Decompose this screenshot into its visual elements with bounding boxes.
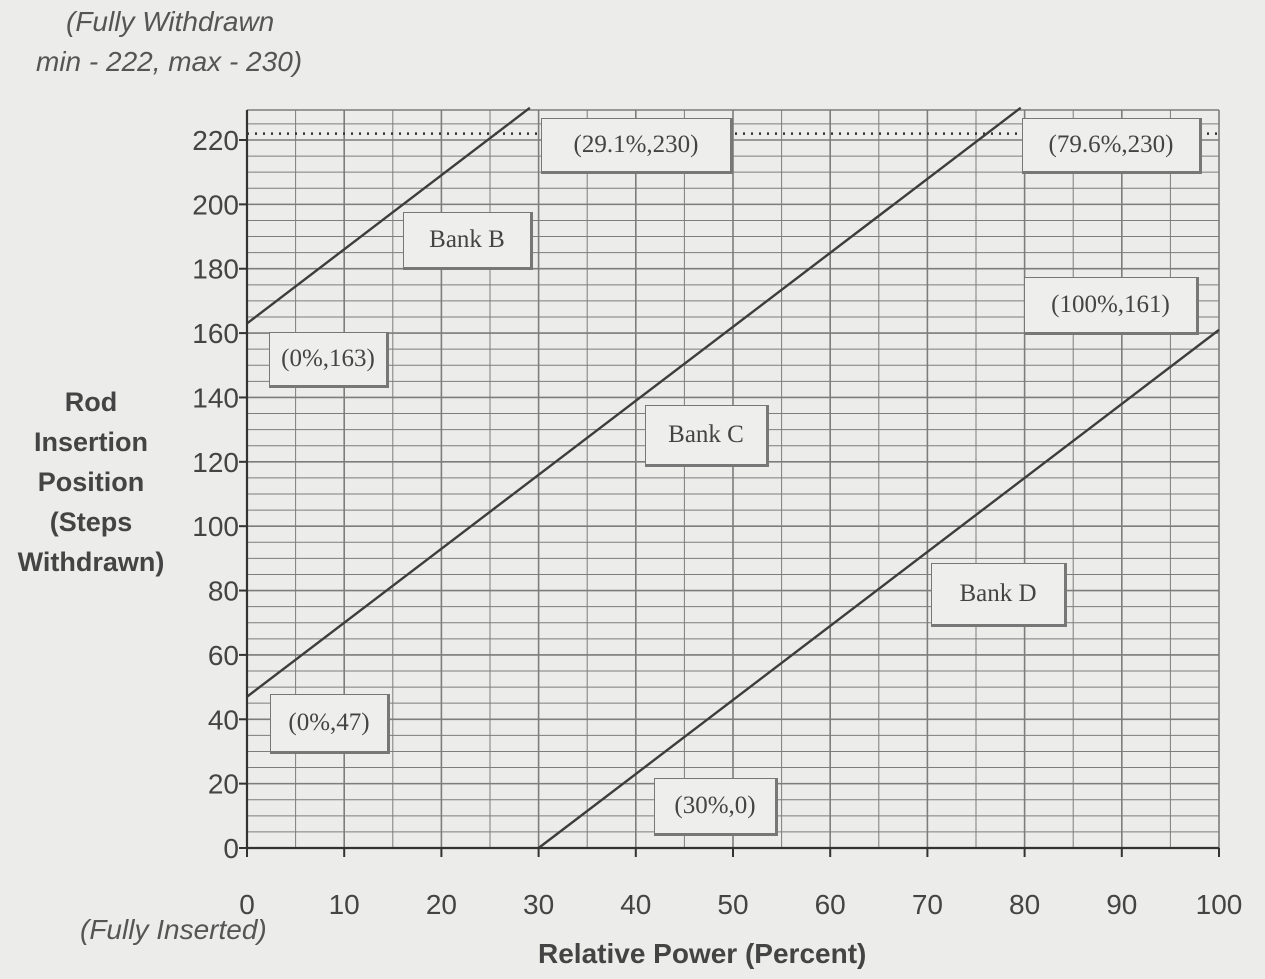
y-axis-label-line-3: Position (37, 467, 145, 497)
x-tick-label: 50 (717, 889, 748, 920)
note-fully-inserted: (Fully Inserted) (80, 914, 267, 945)
x-tick-label: 100 (1196, 889, 1243, 920)
x-tick-label: 60 (815, 889, 846, 920)
series-lines (246, 106, 1220, 849)
annotation-0-163: (0%,163) (269, 332, 389, 388)
y-tick-label: 200 (192, 189, 239, 220)
series-line-bank-b (246, 106, 531, 325)
x-tick-label: 40 (620, 889, 651, 920)
x-tick-label: 20 (426, 889, 457, 920)
annotation-30-0: (30%,0) (654, 778, 778, 836)
y-tick-label: 220 (192, 125, 239, 156)
y-tick-label: 20 (208, 769, 239, 800)
y-tick-label: 160 (192, 318, 239, 349)
y-tick-label: 0 (223, 833, 239, 864)
series-line-bank-c (246, 106, 1022, 698)
y-tick-label: 40 (208, 704, 239, 735)
y-tick-label: 120 (192, 447, 239, 478)
grid-major (246, 109, 1220, 849)
y-axis-label-line-2: Insertion (33, 427, 148, 457)
y-axis-label: Rod Insertion Position (Steps Withdrawn) (0, 382, 182, 582)
annotation-29.1-230: (29.1%,230) (541, 118, 733, 174)
x-tick-label: 10 (329, 889, 360, 920)
annotation-0-47: (0%,47) (270, 694, 390, 754)
y-tick-labels: 0 20 40 60 80 100 120 140 160 180 200 220 (192, 125, 239, 864)
y-tick-label: 180 (192, 254, 239, 285)
x-tick-label: 80 (1009, 889, 1040, 920)
y-axis-label-line-4: (Steps (49, 507, 133, 537)
y-tick-label: 80 (208, 576, 239, 607)
y-tick-label: 140 (192, 382, 239, 413)
x-tick-label: 90 (1106, 889, 1137, 920)
x-tick-labels: 0 10 20 30 40 50 60 70 80 90 100 (239, 889, 1242, 920)
label-bank-c: Bank C (645, 405, 769, 467)
annotation-100-161: (100%,161) (1024, 277, 1199, 335)
y-tick-label: 60 (208, 640, 239, 671)
y-axis-label-line-1: Rod (64, 387, 118, 417)
note-withdrawn-range: min - 222, max - 230) (36, 46, 303, 77)
x-axis-label: Relative Power (Percent) (538, 938, 867, 969)
series-line-bank-d (537, 328, 1220, 849)
label-bank-b: Bank B (403, 212, 533, 270)
annotation-79.6-230: (79.6%,230) (1022, 118, 1202, 174)
y-axis-label-line-5: Withdrawn) (17, 547, 165, 577)
label-bank-d: Bank D (931, 563, 1067, 627)
note-fully-withdrawn: (Fully Withdrawn (66, 6, 275, 37)
x-tick-label: 30 (523, 889, 554, 920)
axes (239, 110, 1220, 857)
x-tick-label: 0 (239, 889, 255, 920)
y-tick-label: 100 (192, 511, 239, 542)
x-tick-label: 70 (912, 889, 943, 920)
